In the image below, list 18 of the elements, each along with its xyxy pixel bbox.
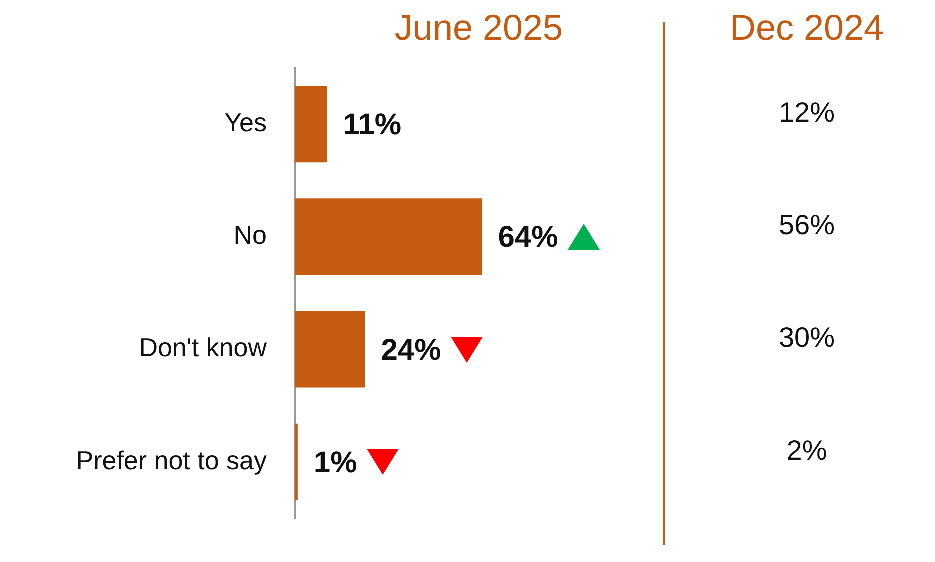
bar bbox=[295, 311, 366, 388]
data-label: 64% bbox=[498, 221, 558, 254]
bar bbox=[295, 424, 298, 500]
text: 2% bbox=[786, 434, 828, 466]
text: 12% bbox=[778, 97, 836, 128]
y-tick-label: No bbox=[234, 220, 267, 250]
text: 30% bbox=[778, 322, 836, 354]
data-label: 24% bbox=[381, 334, 442, 367]
data-label: 11% bbox=[343, 108, 402, 142]
bar bbox=[295, 198, 482, 276]
y-tick-label: Yes bbox=[224, 107, 267, 138]
text: Dec 2024 bbox=[730, 6, 884, 48]
y-tick-label: Prefer not to say bbox=[76, 445, 267, 476]
bar bbox=[295, 86, 328, 163]
text: 56% bbox=[778, 210, 836, 241]
data-label: 1% bbox=[314, 446, 358, 480]
chart-title: June 2025 bbox=[394, 6, 564, 48]
y-tick-label: Don't know bbox=[139, 332, 268, 363]
